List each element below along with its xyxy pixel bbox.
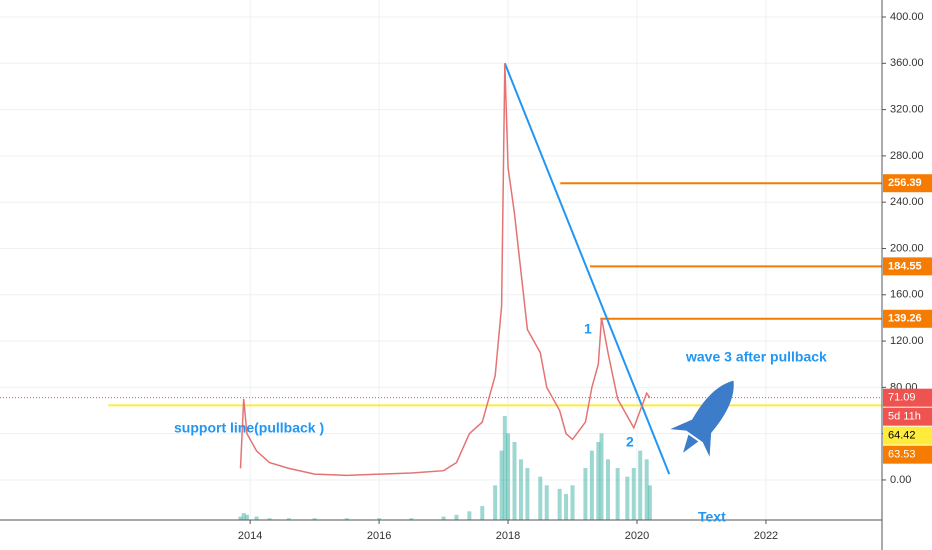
price-label-bg [883, 407, 932, 426]
volume-bar [377, 518, 382, 520]
volume-bar [312, 518, 317, 520]
level-label: 256.39 [888, 177, 922, 189]
volume-bar [615, 468, 620, 520]
volume-bar [638, 450, 643, 520]
volume-bar [493, 485, 498, 520]
volume-bar [244, 514, 249, 520]
level-label: 139.26 [888, 313, 922, 325]
volume-bar [467, 511, 472, 520]
volume-bar [512, 442, 517, 520]
price [239, 63, 651, 477]
volume-bar [344, 518, 349, 520]
volume-bar [631, 468, 636, 520]
volume-bar [647, 485, 652, 520]
volume-bar [644, 459, 649, 520]
volume-bar [454, 514, 459, 520]
volume-bar [583, 468, 588, 520]
y-tick-label: 0.00 [890, 474, 911, 486]
volume-bar [480, 506, 485, 520]
x-tick-label: 2016 [367, 530, 391, 542]
volume-bar [557, 488, 562, 520]
price-label: 63.53 [888, 449, 916, 461]
annotation: support line(pullback ) [174, 420, 324, 436]
volume-bar [605, 459, 610, 520]
level-label-bg [883, 309, 932, 328]
volume-bar [441, 516, 446, 520]
volume-bar [625, 476, 630, 520]
y-tick-label: 320.00 [890, 104, 924, 116]
rocket-icon [670, 380, 734, 457]
volume-bar [238, 516, 243, 520]
x-tick-label: 2020 [625, 530, 649, 542]
x-tick-label: 2018 [496, 530, 520, 542]
price-label: 71.09 [888, 392, 916, 404]
y-tick-label: 160.00 [890, 289, 924, 301]
volume-bar [267, 518, 272, 520]
annotation: Text [698, 509, 726, 525]
price-label-bg [883, 388, 932, 407]
volume-bar [241, 513, 246, 520]
price-label: 64.42 [888, 430, 916, 442]
volume-bar [499, 450, 504, 520]
y-tick-label: 240.00 [890, 196, 924, 208]
volume-bar [506, 433, 511, 520]
annotation: 1 [584, 321, 592, 337]
volume-bar [596, 442, 601, 520]
volume-bar [599, 433, 604, 520]
price-label: 5d 11h [888, 411, 921, 423]
y-tick-label: 360.00 [890, 57, 924, 69]
levels [0, 62, 882, 475]
volume-bar [518, 459, 523, 520]
volume-bar [502, 416, 507, 520]
y-tick-label: 400.00 [890, 11, 924, 23]
grid [0, 0, 882, 520]
volume-bar [538, 476, 543, 520]
level-label-bg [883, 174, 932, 193]
volume-bar [409, 518, 414, 520]
annotation: 2 [626, 434, 634, 450]
axes: 0.0040.0080.00120.00160.00200.00240.0028… [238, 11, 932, 542]
price-label-bg [883, 445, 932, 464]
price-label-bg [883, 426, 932, 445]
y-tick-label: 200.00 [890, 242, 924, 254]
volume-bar [544, 485, 549, 520]
volume-bar [254, 516, 259, 520]
volume-bar [525, 468, 530, 520]
volume-bar [570, 485, 575, 520]
x-tick-label: 2014 [238, 530, 262, 542]
y-tick-label: 280.00 [890, 150, 924, 162]
volume-bar [589, 450, 594, 520]
volume [238, 416, 652, 520]
annotation: wave 3 after pullback [685, 349, 827, 365]
volume-bar [564, 494, 569, 520]
level-label-bg [883, 257, 932, 276]
level-label: 184.55 [888, 260, 922, 272]
y-tick-label: 120.00 [890, 335, 924, 347]
x-tick-label: 2022 [754, 530, 778, 542]
volume-bar [286, 518, 291, 520]
price-line [239, 63, 651, 477]
